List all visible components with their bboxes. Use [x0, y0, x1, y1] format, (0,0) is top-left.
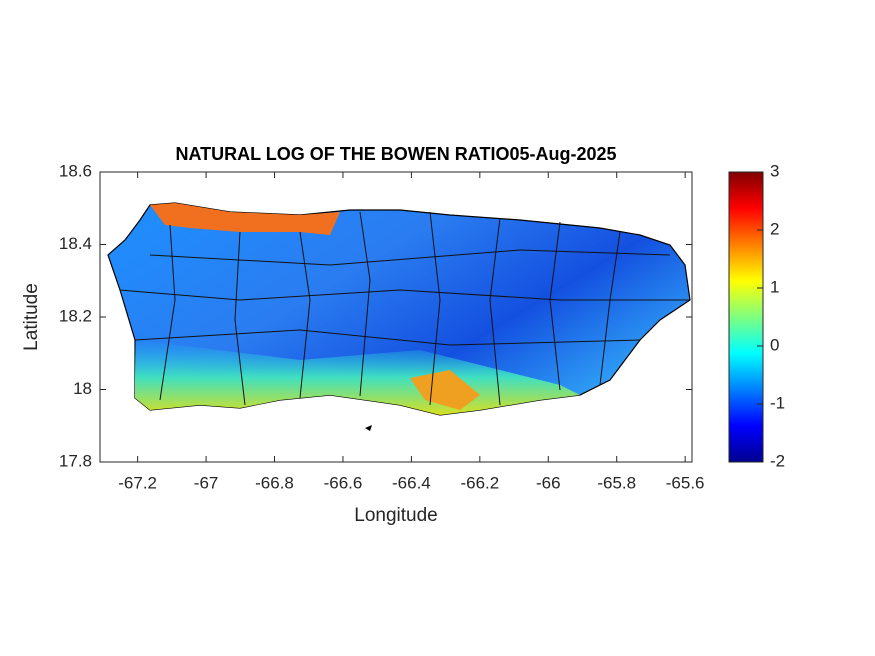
colorbar-tick-label: -2 — [770, 451, 785, 470]
y-tick-label: 18.6 — [59, 161, 92, 180]
colorbar-tick-label: 0 — [770, 335, 779, 354]
x-tick-label: -67 — [194, 473, 219, 492]
x-tick-label: -66 — [536, 473, 561, 492]
colorbar — [728, 171, 764, 463]
x-tick-label: -65.6 — [666, 473, 705, 492]
y-tick-label: 18 — [73, 379, 92, 398]
colorbar-tick-label: -1 — [770, 393, 785, 412]
x-tick-label: -66.6 — [324, 473, 363, 492]
colorbar-tick-label: 3 — [770, 161, 779, 180]
municipal-borders — [119, 211, 690, 406]
south-dry — [410, 370, 480, 410]
chart-title: NATURAL LOG OF THE BOWEN RATIO05-Aug-202… — [175, 144, 616, 164]
island-map — [107, 202, 691, 431]
x-tick-label: -66.8 — [255, 473, 294, 492]
x-tick-label: -66.4 — [392, 473, 431, 492]
islet — [365, 425, 372, 431]
x-tick-label: -65.8 — [597, 473, 636, 492]
north-coast-dry — [150, 203, 340, 235]
x-tick-label: -67.2 — [118, 473, 157, 492]
y-tick-label: 18.4 — [59, 234, 92, 253]
y-tick-label: 18.2 — [59, 306, 92, 325]
y-axis-label: Latitude — [21, 283, 42, 351]
x-tick-label: -66.2 — [460, 473, 499, 492]
x-axis-label: Longitude — [354, 505, 437, 526]
y-tick-label: 17.8 — [59, 451, 92, 470]
colorbar-tick-label: 2 — [770, 219, 779, 238]
colorbar-tick-label: 1 — [770, 277, 779, 296]
